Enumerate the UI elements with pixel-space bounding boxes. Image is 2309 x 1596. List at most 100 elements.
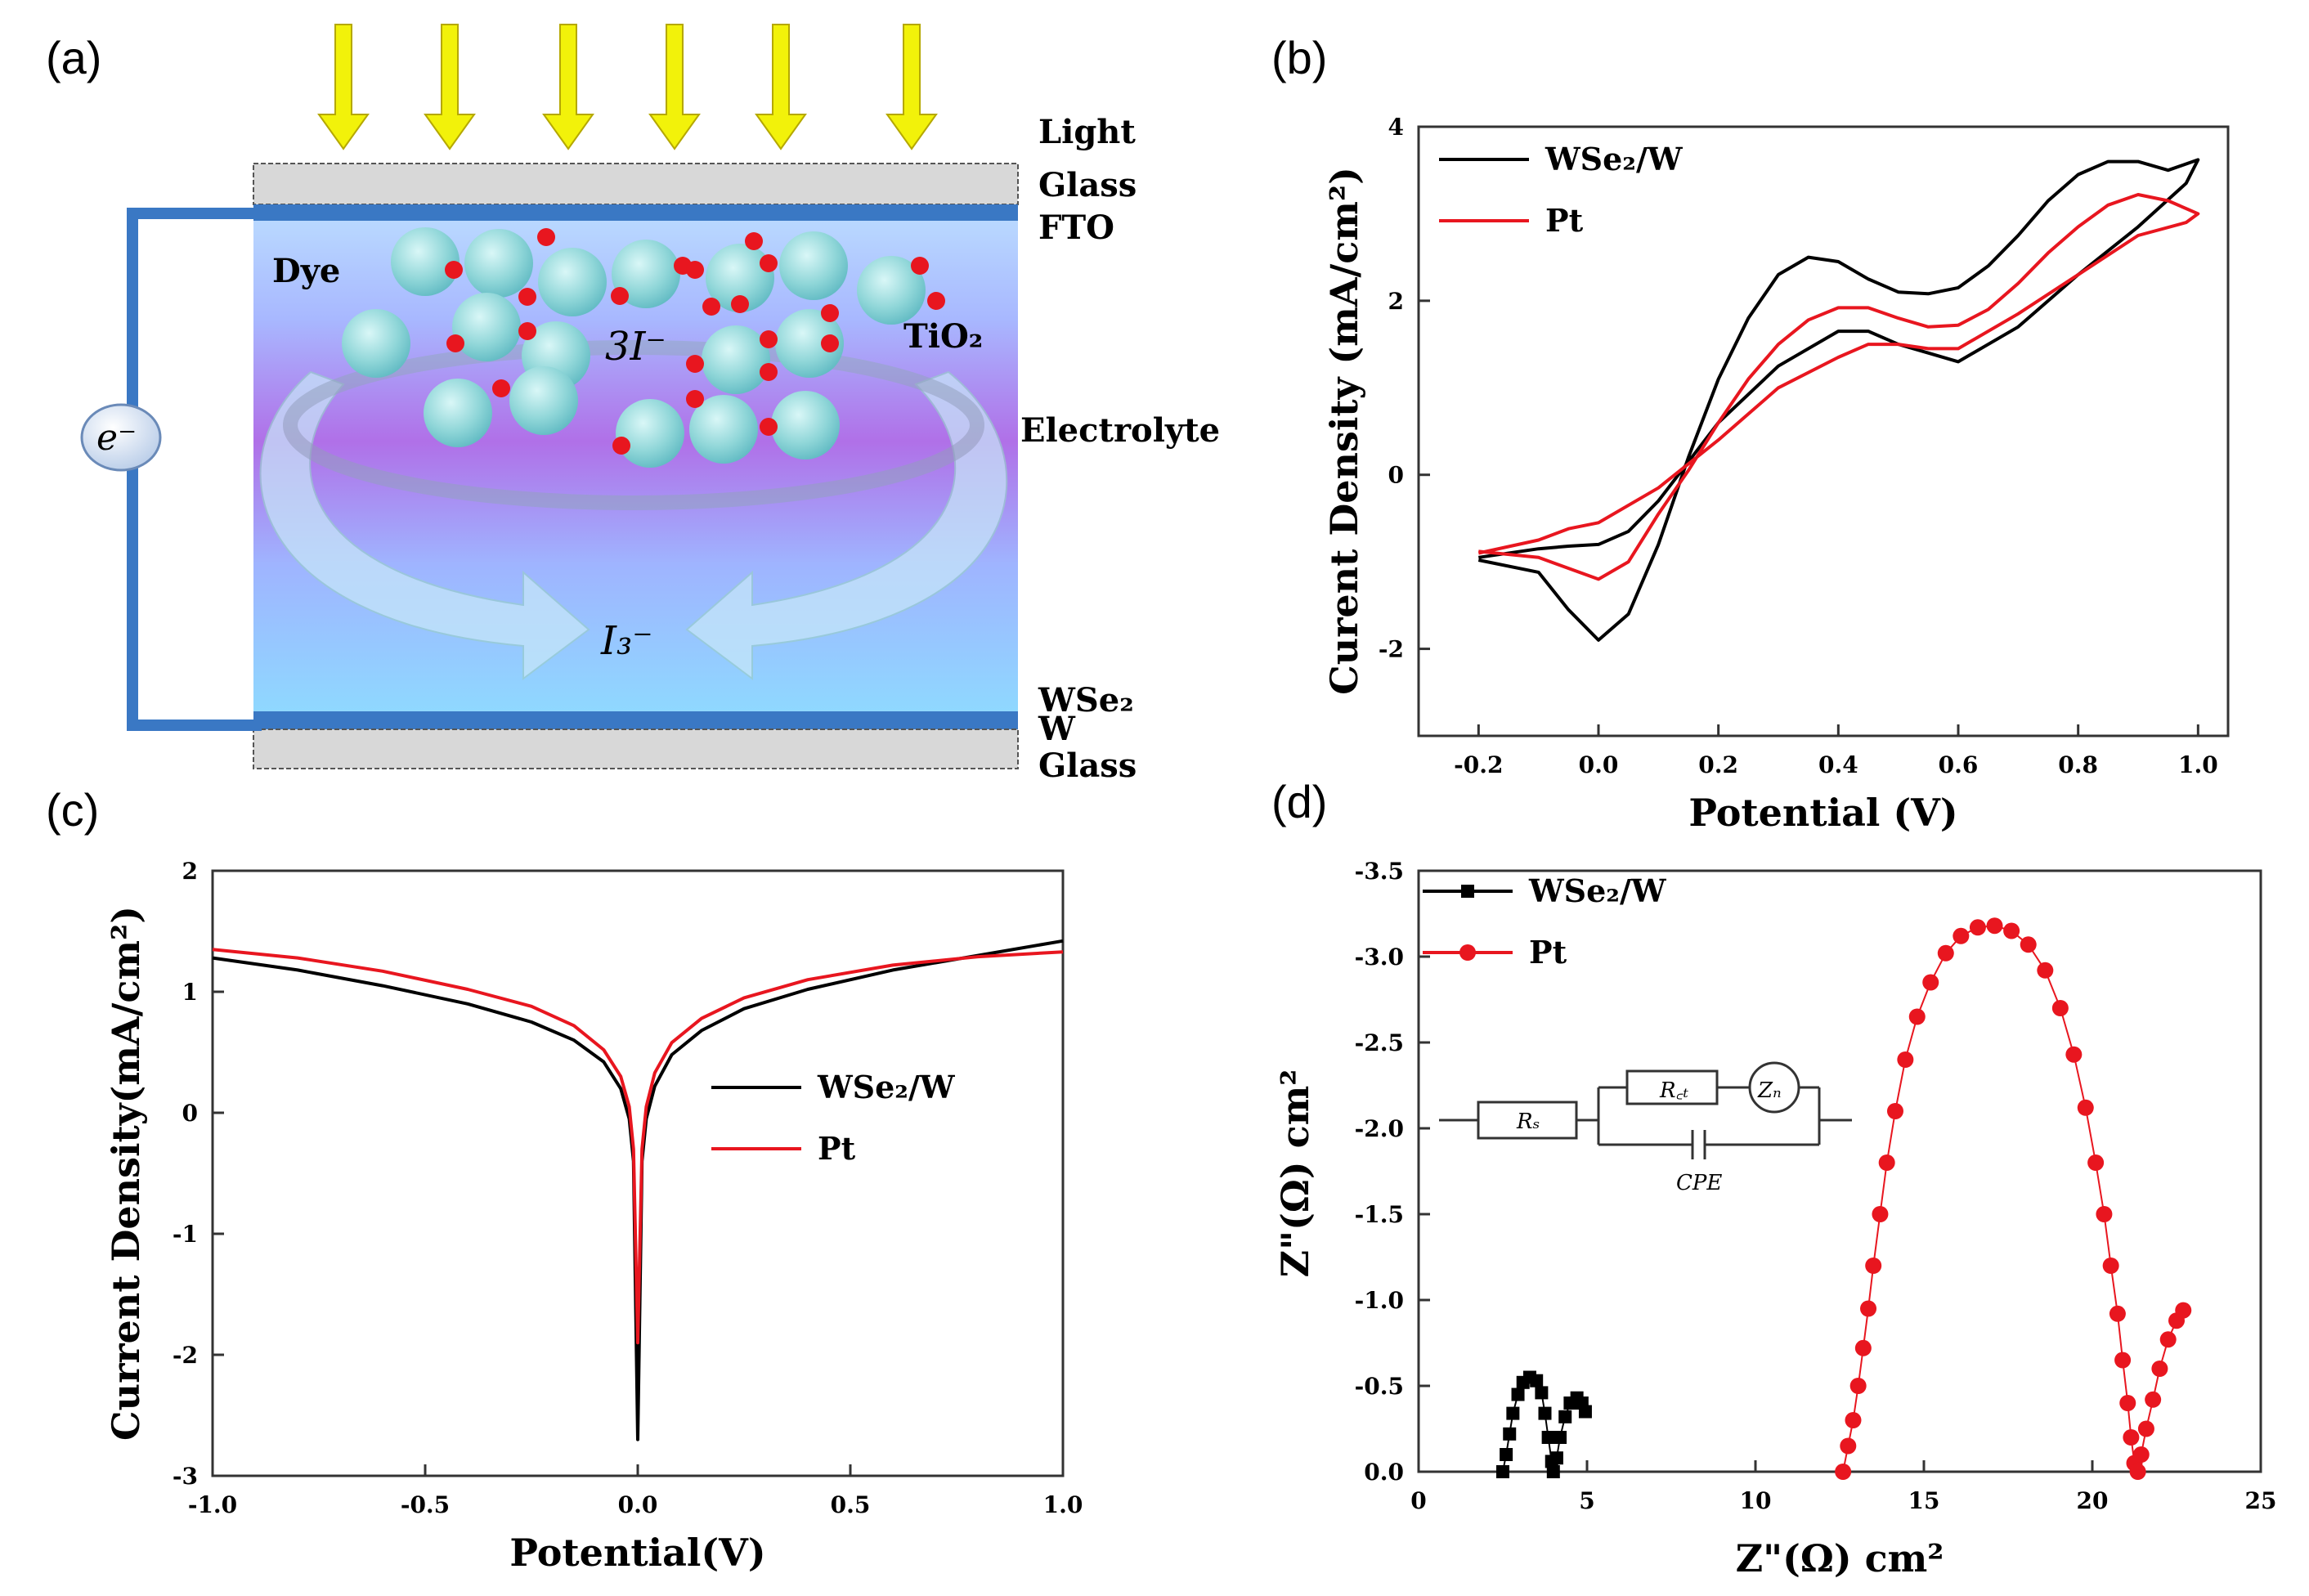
panel-label-b: (b) <box>1271 32 1327 83</box>
dye-dot <box>537 228 555 246</box>
cv-chart: -0.2 0.0 0.2 0.4 0.6 0.8 1.0 -2 0 2 4 Potential (V)… <box>1322 114 2230 835</box>
layer-label-w: W <box>1038 710 1076 748</box>
tio2-label: TiO₂ <box>903 317 983 356</box>
data-point <box>2132 1446 2150 1463</box>
tio2-particle <box>464 229 533 298</box>
x-tick-label: 10 <box>1740 1487 1772 1514</box>
legend-label: WSe₂/W <box>817 1069 956 1105</box>
top-wire <box>127 208 262 219</box>
dye-dot <box>518 322 536 340</box>
tio2-particle <box>857 256 926 325</box>
light-arrow-icon <box>648 24 701 150</box>
x-axis-title: Potential(V) <box>509 1531 765 1575</box>
triiodide-label: I₃⁻ <box>600 618 653 664</box>
data-point <box>2145 1391 2162 1408</box>
series-line <box>1477 193 2200 581</box>
x-tick-label: -1.0 <box>188 1491 237 1518</box>
y-tick-label: -1.5 <box>1355 1201 1404 1228</box>
x-tick-label: -0.5 <box>401 1491 450 1518</box>
dye-dot <box>760 363 778 381</box>
dye-dot <box>445 261 463 279</box>
data-point <box>1854 1339 1872 1356</box>
data-point <box>1872 1206 1889 1222</box>
light-arrow-icon <box>755 24 807 150</box>
data-point <box>1549 1451 1563 1465</box>
dye-dot <box>760 254 778 272</box>
x-tick-label: 5 <box>1579 1487 1594 1514</box>
data-point <box>2020 936 2037 953</box>
data-point <box>1538 1406 1552 1420</box>
dye-dot <box>686 390 704 408</box>
data-point <box>1969 919 1986 936</box>
dye-label: Dye <box>272 252 340 290</box>
tio2-particles <box>342 227 926 468</box>
dye-dot <box>731 295 749 313</box>
x-tick-label: 25 <box>2245 1487 2277 1514</box>
data-point <box>1835 1464 1852 1480</box>
data-point <box>1503 1427 1517 1441</box>
data-point <box>1546 1465 1560 1478</box>
data-point <box>2109 1305 2126 1322</box>
data-point <box>2003 922 2020 939</box>
data-point <box>1530 1374 1544 1388</box>
dye-dot <box>612 437 630 455</box>
data-point <box>2159 1331 2177 1348</box>
data-point <box>2087 1154 2105 1171</box>
x-tick-label: 1.0 <box>1043 1491 1083 1518</box>
x-tick-label: 0.5 <box>831 1491 871 1518</box>
external-circuit: e⁻ <box>80 208 262 731</box>
tio2-particle <box>702 325 770 394</box>
top-glass <box>253 163 1019 205</box>
data-point <box>2096 1206 2113 1222</box>
data-point <box>1937 944 1954 962</box>
data-point <box>2129 1464 2146 1480</box>
y-tick-label: -2 <box>173 1342 198 1369</box>
x-tick-label: 1.0 <box>2178 751 2218 778</box>
dye-dot <box>821 334 839 352</box>
data-point <box>2137 1420 2154 1437</box>
y-axis-title: Current Density(mA/cm²) <box>104 906 148 1441</box>
data-point <box>2065 1046 2083 1063</box>
data-point <box>1849 1378 1867 1394</box>
tio2-particle <box>391 227 460 296</box>
data-point <box>1840 1437 1857 1455</box>
y-tick-label: -0.5 <box>1355 1373 1404 1400</box>
y-tick-label: 0 <box>182 1100 198 1127</box>
x-tick-label: 0.4 <box>1818 751 1858 778</box>
dye-dot <box>518 288 536 306</box>
panel-a-schematic: (a) <box>46 24 1220 785</box>
data-point <box>1908 1008 1926 1025</box>
layer-label-light: Light <box>1038 113 1136 151</box>
tio2-particle <box>775 309 844 378</box>
light-arrows <box>317 24 938 150</box>
layer-label-glass-bottom: Glass <box>1038 746 1137 785</box>
light-arrow-icon <box>885 24 938 150</box>
dye-dot <box>927 292 945 310</box>
dye-dot <box>686 261 704 279</box>
y-tick-label: 1 <box>182 979 198 1006</box>
dye-dot <box>611 287 629 305</box>
dye-dot <box>821 304 839 322</box>
data-point <box>1845 1412 1862 1428</box>
tio2-particle <box>612 240 680 308</box>
y-tick-label: -3 <box>173 1463 198 1490</box>
data-point <box>1558 1410 1572 1423</box>
dye-dot <box>702 298 720 316</box>
data-point <box>1541 1431 1555 1444</box>
tio2-particle <box>452 293 521 361</box>
tio2-particle <box>689 395 758 464</box>
plot-frame <box>1417 125 2230 737</box>
tio2-particle <box>342 309 410 378</box>
y-tick-label: 0.0 <box>1364 1459 1404 1486</box>
data-point <box>1554 1431 1567 1444</box>
data-point <box>1500 1448 1513 1461</box>
eis-chart: Rₛ R꜀ₜ Zₙ CPE 0 5 10 15 20 25 0.0 -0.5 -1.0 -1.5 -… <box>1273 858 2276 1580</box>
iodide-label: 3I⁻ <box>605 324 666 370</box>
y-tick-label: -2.5 <box>1355 1029 1404 1056</box>
series-line <box>1477 158 2200 642</box>
x-tick-label: 0.8 <box>2058 751 2098 778</box>
dye-dot <box>911 257 929 275</box>
y-tick-label: -1 <box>173 1221 198 1248</box>
x-tick-label: -0.2 <box>1454 751 1503 778</box>
